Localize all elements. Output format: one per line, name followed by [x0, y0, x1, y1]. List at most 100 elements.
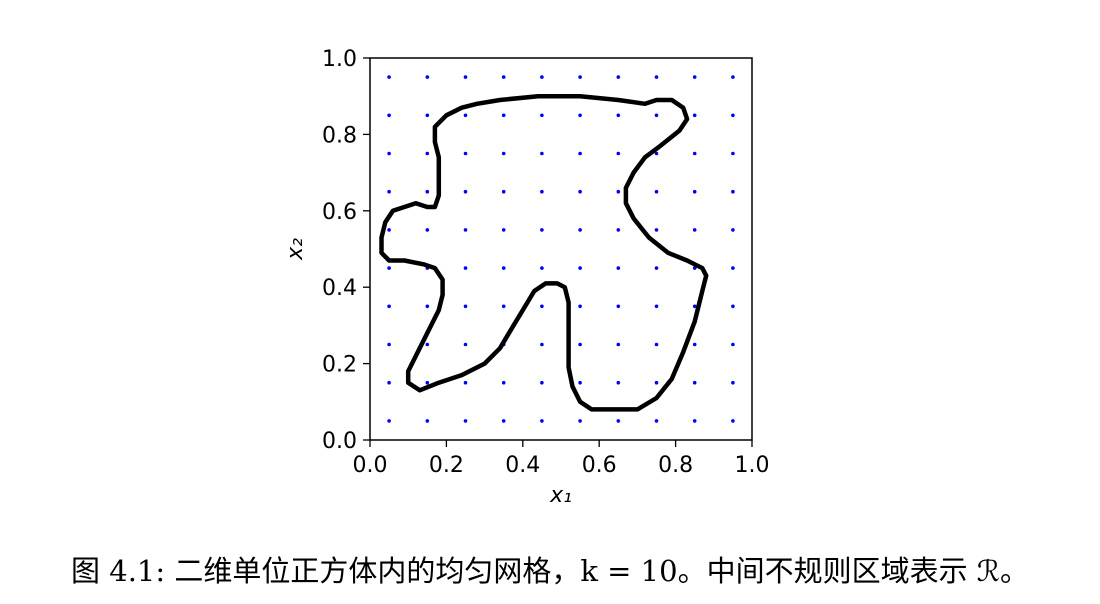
x-tick-label: 0.8	[658, 453, 693, 478]
grid-point	[692, 380, 697, 385]
grid-point	[692, 419, 697, 423]
y-tick-label: 1.0	[322, 47, 357, 72]
grid-point	[731, 75, 735, 79]
grid-point	[654, 75, 659, 79]
grid-point	[731, 189, 735, 194]
grid-point	[540, 228, 544, 232]
grid-point	[501, 380, 506, 385]
grid-point	[463, 266, 468, 270]
x-axis-label: x₁	[549, 483, 572, 508]
grid-point	[425, 228, 430, 232]
grid-point	[692, 189, 697, 194]
grid-point	[616, 113, 621, 118]
grid-point	[387, 228, 391, 232]
grid-point	[425, 304, 430, 309]
grid-point	[731, 304, 735, 309]
grid-point	[501, 228, 506, 232]
grid-point	[578, 304, 582, 309]
grid-point	[654, 228, 659, 232]
y-tick-label: 0.6	[322, 200, 357, 225]
grid-point	[692, 228, 697, 232]
x-tick-label: 0.6	[582, 453, 617, 478]
x-tick-label: 0.2	[429, 453, 464, 478]
grid-point	[463, 113, 468, 118]
grid-point	[578, 380, 582, 385]
grid-point	[387, 151, 391, 156]
x-tick-label: 0.4	[505, 453, 540, 478]
grid-point	[578, 75, 582, 79]
grid-point	[501, 151, 506, 156]
grid-point	[578, 342, 582, 347]
grid-point	[731, 342, 735, 347]
grid-point	[616, 419, 621, 423]
grid-point	[654, 304, 659, 309]
grid-point	[501, 419, 506, 423]
grid-point	[731, 419, 735, 423]
grid-point	[463, 189, 468, 194]
grid-point	[654, 266, 659, 270]
grid-point	[616, 266, 621, 270]
grid-point	[731, 266, 735, 270]
grid-point	[692, 113, 697, 118]
grid-point	[425, 342, 430, 347]
grid-point	[425, 189, 430, 194]
grid-point	[540, 75, 544, 79]
grid-point	[654, 113, 659, 118]
grid-point	[578, 151, 582, 156]
grid-point	[540, 380, 544, 385]
grid-point	[501, 189, 506, 194]
grid-point	[654, 342, 659, 347]
grid-point	[692, 151, 697, 156]
grid-point	[578, 113, 582, 118]
grid-point	[387, 113, 391, 118]
y-tick-label: 0.0	[322, 429, 357, 454]
grid-point	[692, 304, 697, 309]
grid-point	[616, 380, 621, 385]
grid-point	[463, 342, 468, 347]
grid-point	[387, 304, 391, 309]
grid-point	[654, 151, 659, 156]
grid-point	[463, 304, 468, 309]
grid-point	[692, 342, 697, 347]
grid-point	[501, 75, 506, 79]
y-axis-label: x₂	[283, 238, 308, 261]
grid-point	[540, 151, 544, 156]
grid-point	[616, 304, 621, 309]
grid-point	[425, 113, 430, 118]
y-tick-label: 0.8	[322, 123, 357, 148]
grid-point	[731, 113, 735, 118]
grid-point	[654, 189, 659, 194]
grid-point	[425, 419, 430, 423]
grid-point	[578, 228, 582, 232]
grid-point	[387, 342, 391, 347]
y-axis-ticks: 0.0 0.2 0.4 0.6 0.8 1.0	[322, 47, 370, 454]
grid-point	[463, 151, 468, 156]
grid-point	[387, 266, 391, 270]
grid-point	[616, 189, 621, 194]
grid-point	[540, 266, 544, 270]
grid-point	[578, 266, 582, 270]
grid-point	[387, 419, 391, 423]
region-boundary-curve	[379, 93, 709, 412]
grid-point	[463, 380, 468, 385]
grid-point	[425, 151, 430, 156]
x-tick-label: 1.0	[735, 453, 770, 478]
grid-point	[692, 75, 697, 79]
grid-point	[425, 380, 430, 385]
x-tick-label: 0.0	[353, 453, 388, 478]
grid-point	[463, 228, 468, 232]
grid-point	[501, 266, 506, 270]
grid-point	[578, 189, 582, 194]
grid-point	[540, 304, 544, 309]
grid-point	[463, 419, 468, 423]
grid-point	[616, 151, 621, 156]
grid-point	[540, 189, 544, 194]
grid-point	[501, 113, 506, 118]
grid-point	[616, 228, 621, 232]
grid-point	[578, 419, 582, 423]
grid-point	[616, 342, 621, 347]
grid-point	[731, 151, 735, 156]
grid-point	[616, 75, 621, 79]
y-tick-label: 0.2	[322, 353, 357, 378]
grid-point	[540, 342, 544, 347]
